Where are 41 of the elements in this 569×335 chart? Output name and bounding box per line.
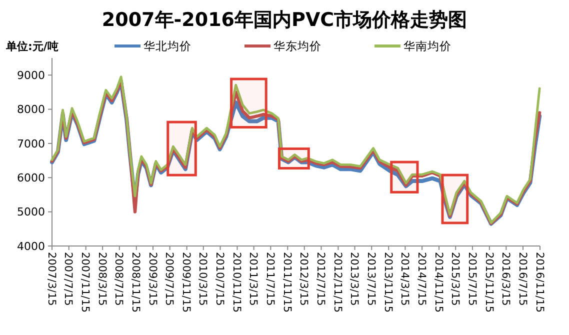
x-tick-label: 2008/3/15 xyxy=(96,252,108,306)
chart-title: 2007年-2016年国内PVC市场价格走势图 xyxy=(102,9,468,31)
y-tick-label: 9000 xyxy=(17,68,45,82)
x-tick-label: 2009/3/15 xyxy=(146,252,158,306)
x-tick-label: 2012/11/15 xyxy=(332,252,344,313)
x-tick-label: 2014/11/15 xyxy=(432,252,444,313)
x-tick-label: 2012/7/15 xyxy=(314,252,327,306)
y-tick-label: 4000 xyxy=(17,240,45,253)
x-tick-label: 2015/7/15 xyxy=(466,252,478,306)
legend-label: 华东均价 xyxy=(274,39,322,54)
legend-label: 华北均价 xyxy=(144,39,192,54)
x-tick-label: 2008/11/15 xyxy=(130,252,142,313)
x-tick-label: 2008/7/15 xyxy=(112,252,125,306)
x-tick-label: 2009/11/15 xyxy=(180,252,192,313)
y-tick-label: 5000 xyxy=(17,206,45,219)
x-tick-label: 2007/11/15 xyxy=(79,252,92,313)
legend-label: 华南均价 xyxy=(404,39,452,54)
x-tick-label: 2007/3/15 xyxy=(45,252,58,306)
x-tick-label: 2016/11/15 xyxy=(533,252,546,313)
x-tick-label: 2009/7/15 xyxy=(163,252,176,306)
x-tick-label: 2013/3/15 xyxy=(348,252,360,306)
x-tick-label: 2014/3/15 xyxy=(398,252,411,306)
y-tick-label: 8000 xyxy=(17,103,45,116)
x-tick-label: 2016/3/15 xyxy=(499,252,512,306)
x-tick-label: 2011/3/15 xyxy=(247,252,260,306)
x-tick-label: 2015/3/15 xyxy=(448,252,461,306)
x-tick-label: 2013/7/15 xyxy=(364,252,377,306)
x-tick-label: 2016/7/15 xyxy=(516,252,528,306)
y-tick-label: 6000 xyxy=(17,171,45,184)
x-tick-label: 2013/11/15 xyxy=(382,252,394,313)
x-tick-label: 2014/7/15 xyxy=(415,252,428,306)
x-tick-label: 2011/11/15 xyxy=(280,252,293,313)
x-tick-label: 2010/3/15 xyxy=(196,252,209,306)
x-tick-label: 2010/11/15 xyxy=(230,252,243,313)
x-tick-label: 2015/11/15 xyxy=(482,252,495,313)
y-tick-label: 7000 xyxy=(17,137,45,150)
x-tick-label: 2010/7/15 xyxy=(214,252,226,306)
x-tick-label: 2007/7/15 xyxy=(62,252,74,306)
x-tick-label: 2012/3/15 xyxy=(298,252,310,306)
x-tick-label: 2011/7/15 xyxy=(264,252,276,306)
y-axis-title: 单位:元/吨 xyxy=(5,40,58,53)
